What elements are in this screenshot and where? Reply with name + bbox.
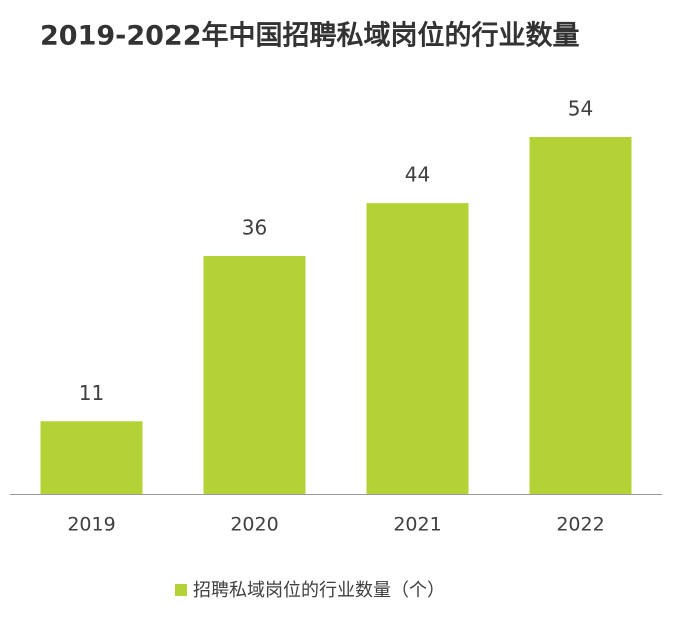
legend-label: 招聘私域岗位的行业数量（个） [193,580,445,601]
data-label: 54 [568,97,593,121]
bar [366,203,469,494]
bar [203,256,306,494]
data-label: 36 [242,216,267,240]
x-tick-label: 2020 [230,514,278,536]
data-label: 44 [405,163,430,187]
chart-title: 2019-2022年中国招聘私域岗位的行业数量 [40,20,580,52]
x-tick-label: 2021 [393,514,441,536]
legend-swatch [175,584,187,596]
data-label: 11 [79,381,104,405]
x-tick-label: 2022 [556,514,604,536]
bar [40,421,143,494]
x-tick-label: 2019 [67,514,115,536]
bar [529,137,632,494]
